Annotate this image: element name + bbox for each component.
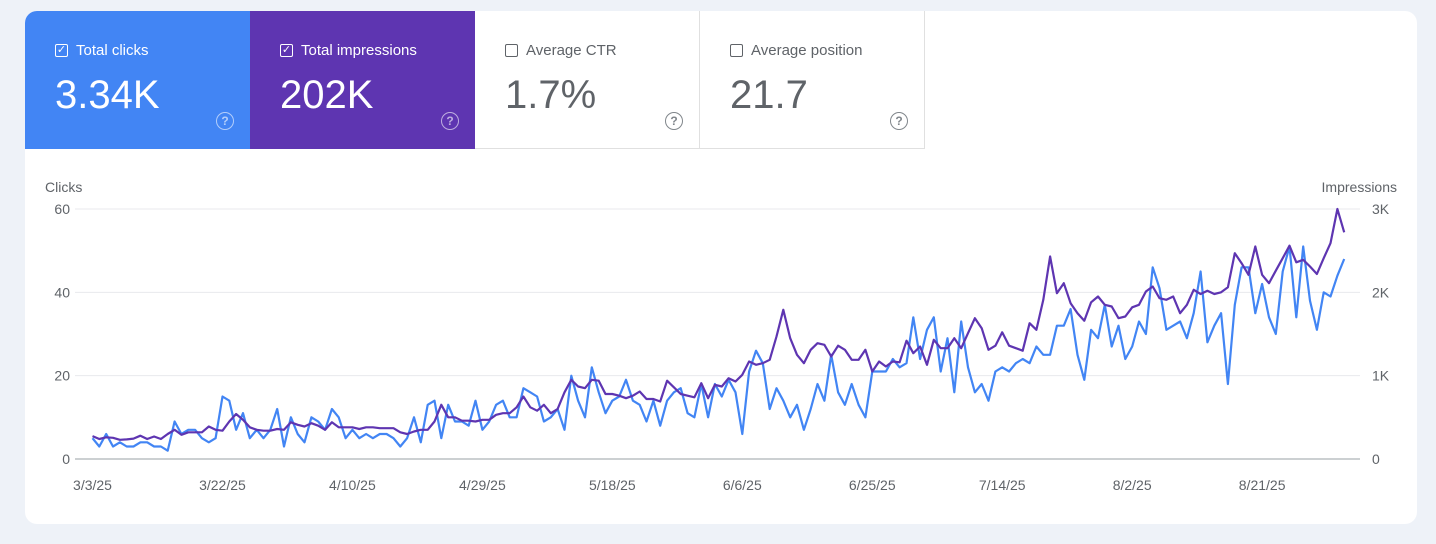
- x-tick-label: 3/22/25: [199, 477, 246, 493]
- metric-label: Average CTR: [526, 42, 617, 59]
- y-left-axis-title: Clicks: [45, 179, 82, 195]
- y-left-tick-label: 20: [54, 368, 70, 384]
- performance-card: ✓ Total clicks 3.34K ? ✓ Total impressions…: [25, 11, 1417, 524]
- metric-label: Average position: [751, 42, 863, 59]
- x-tick-label: 4/29/25: [459, 477, 506, 493]
- metric-tab-total-impressions[interactable]: ✓ Total impressions 202K ?: [250, 11, 475, 149]
- x-tick-label: 3/3/25: [73, 477, 112, 493]
- y-left-tick-label: 60: [54, 201, 70, 217]
- help-icon[interactable]: ?: [216, 112, 234, 130]
- metric-value: 1.7%: [505, 73, 597, 117]
- metric-tab-total-clicks[interactable]: ✓ Total clicks 3.34K ?: [25, 11, 250, 149]
- series-line-impressions: [92, 207, 1346, 441]
- metric-value: 3.34K: [55, 73, 160, 117]
- y-right-tick-label: 1K: [1372, 368, 1390, 384]
- y-right-tick-label: 3K: [1372, 201, 1390, 217]
- help-icon[interactable]: ?: [665, 112, 683, 130]
- x-tick-label: 6/6/25: [723, 477, 762, 493]
- x-tick-label: 7/14/25: [979, 477, 1026, 493]
- series-line-clicks: [91, 245, 1346, 452]
- help-icon[interactable]: ?: [441, 112, 459, 130]
- metric-tab-average-position[interactable]: Average position 21.7 ?: [700, 11, 925, 149]
- y-right-tick-label: 2K: [1372, 284, 1390, 300]
- x-tick-label: 5/18/25: [589, 477, 636, 493]
- y-left-tick-label: 40: [54, 284, 70, 300]
- metric-label: Total impressions: [301, 42, 417, 59]
- y-right-axis-title: Impressions: [1322, 179, 1397, 195]
- metric-label: Total clicks: [76, 42, 149, 59]
- y-left-tick-label: 0: [62, 451, 70, 467]
- metric-value: 202K: [280, 73, 374, 117]
- checkbox-checked-icon[interactable]: ✓: [280, 44, 293, 57]
- metric-tab-average-ctr[interactable]: Average CTR 1.7% ?: [475, 11, 700, 149]
- checkbox-unchecked-icon[interactable]: [505, 44, 518, 57]
- help-icon[interactable]: ?: [890, 112, 908, 130]
- y-right-tick-label: 0: [1372, 451, 1380, 467]
- metric-value: 21.7: [730, 73, 808, 117]
- checkbox-checked-icon[interactable]: ✓: [55, 44, 68, 57]
- checkbox-unchecked-icon[interactable]: [730, 44, 743, 57]
- x-tick-label: 4/10/25: [329, 477, 376, 493]
- x-tick-label: 8/2/25: [1113, 477, 1152, 493]
- x-tick-label: 6/25/25: [849, 477, 896, 493]
- x-tick-label: 8/21/25: [1239, 477, 1286, 493]
